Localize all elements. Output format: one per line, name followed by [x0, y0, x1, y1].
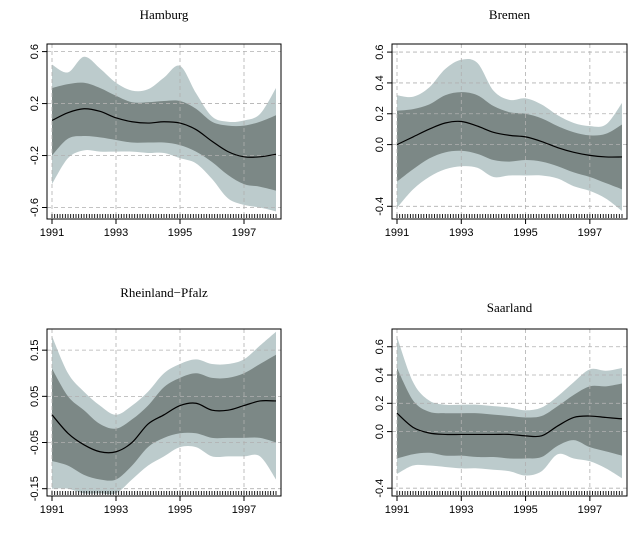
estimate-line [396, 120, 623, 158]
x-tick-label: 1993 [104, 227, 128, 239]
x-tick-label: 1997 [578, 227, 602, 239]
estimate-line [396, 412, 623, 438]
x-tick-label: 1991 [40, 504, 64, 516]
plot-frame [46, 328, 282, 497]
y-tick-label: 0.0 [374, 424, 386, 439]
inner-confidence-band [52, 82, 276, 191]
y-tick-label: 0.05 [29, 386, 41, 407]
y-tick-label: 0.6 [29, 44, 41, 59]
panel-3: Saarland 1991 1993 1995 1997 -0.4 0.0 0.2 0.4 0.6 [374, 300, 628, 516]
y-tick-label: -0.4 [374, 197, 386, 216]
plot-frame [391, 328, 628, 497]
y-tick-label: 0.0 [374, 137, 386, 152]
inner-confidence-band [52, 354, 276, 481]
y-tick-label: -0.2 [29, 146, 41, 165]
panel-title: Rheinland−Pfalz [120, 285, 208, 300]
x-tick-label: 1997 [232, 504, 256, 516]
y-tick-label: -0.15 [29, 476, 41, 501]
estimate-line [51, 400, 277, 454]
y-tick-label: -0.05 [29, 430, 41, 455]
y-tick-label: 0.4 [374, 367, 386, 382]
plot-frame [391, 43, 628, 220]
y-tick-label: 0.4 [374, 75, 386, 90]
panel-title: Hamburg [140, 7, 189, 22]
y-tick-label: -0.4 [374, 479, 386, 498]
inner-confidence-band [397, 367, 622, 459]
y-tick-label: 0.2 [374, 106, 386, 121]
x-tick-label: 1991 [40, 227, 64, 239]
inner-confidence-band [397, 92, 622, 190]
x-tick-label: 1993 [449, 227, 473, 239]
y-tick-label: 0.15 [29, 339, 41, 360]
x-tick-label: 1991 [385, 227, 409, 239]
y-tick-label: 0.2 [29, 96, 41, 111]
plot-frame [46, 43, 282, 220]
panel-2: Rheinland−Pfalz 1991 1993 1995 1997 -0.15 -0.0… [29, 285, 282, 516]
x-tick-label: 1993 [449, 504, 473, 516]
panel-title: Saarland [487, 300, 533, 315]
x-tick-label: 1991 [385, 504, 409, 516]
x-tick-label: 1997 [232, 227, 256, 239]
y-tick-label: 0.2 [374, 396, 386, 411]
x-tick-label: 1995 [168, 504, 192, 516]
panel-0: Hamburg 1991 1993 1995 1997 -0.6 -0.2 0.2 0.6 [29, 7, 282, 239]
panel-title: Bremen [489, 7, 531, 22]
panel-1: Bremen 1991 1993 1995 1997 -0.4 0.0 0.2 0.4 0.6 [374, 7, 628, 239]
y-tick-label: 0.6 [374, 339, 386, 354]
x-tick-label: 1995 [168, 227, 192, 239]
x-tick-label: 1993 [104, 504, 128, 516]
x-tick-label: 1995 [513, 504, 537, 516]
y-tick-label: 0.6 [374, 44, 386, 59]
estimate-line [51, 108, 277, 158]
y-tick-label: -0.6 [29, 198, 41, 217]
x-tick-label: 1997 [578, 504, 602, 516]
x-tick-label: 1995 [513, 227, 537, 239]
